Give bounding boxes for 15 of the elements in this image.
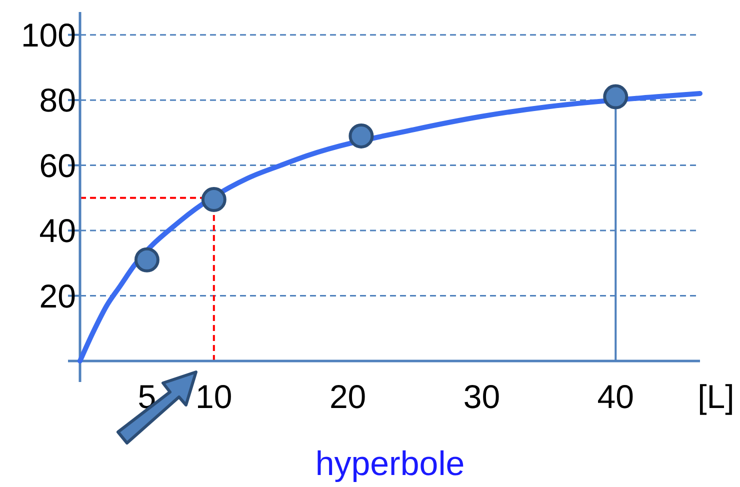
point — [201, 187, 226, 212]
y-tick-label: 40 — [39, 212, 76, 250]
x-tick-label: 40 — [597, 378, 634, 415]
y-tick-label: 80 — [39, 82, 76, 119]
x-tick-label: 10 — [196, 378, 232, 415]
point — [348, 123, 374, 148]
x-tick-label: 30 — [463, 378, 500, 415]
y-tick-label: 20 — [39, 277, 76, 314]
x-tick-label: 20 — [329, 378, 366, 415]
y-tick-label: 100 — [20, 16, 76, 54]
point — [134, 247, 160, 272]
point — [603, 84, 628, 110]
text: hyperbole — [315, 445, 465, 483]
x-axis-title: [L] — [698, 378, 734, 415]
y-tick-label: 60 — [39, 146, 76, 184]
